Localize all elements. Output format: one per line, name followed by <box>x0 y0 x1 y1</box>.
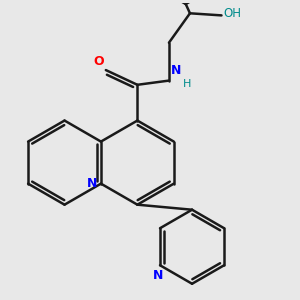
Text: N: N <box>153 269 163 283</box>
Text: O: O <box>93 55 104 68</box>
Text: N: N <box>171 64 181 77</box>
Text: H: H <box>182 79 191 89</box>
Text: OH: OH <box>224 7 242 20</box>
Text: N: N <box>87 177 98 190</box>
